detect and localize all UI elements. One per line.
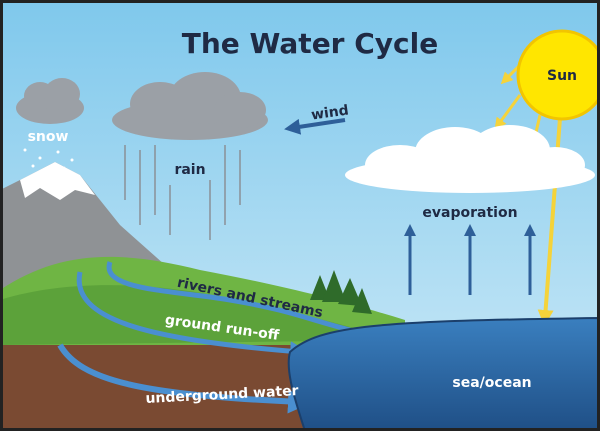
- flake: [32, 165, 35, 168]
- title: The Water Cycle: [182, 27, 438, 60]
- flake: [39, 157, 42, 160]
- page: {"title": "The Water Cycle", "labels": {…: [0, 0, 600, 431]
- snow-label: snow: [28, 129, 69, 145]
- flake: [24, 149, 27, 152]
- cloud-part: [44, 78, 80, 110]
- flake: [71, 159, 74, 162]
- cloud-part: [214, 92, 266, 128]
- sea: [289, 318, 600, 431]
- sea-label: sea/ocean: [452, 375, 531, 391]
- cloud-part: [525, 147, 585, 183]
- flake: [57, 151, 60, 154]
- body: Sun The Water Cycle snow rain wind: [0, 0, 600, 431]
- rain-label: rain: [174, 162, 205, 178]
- sun-label: Sun: [547, 68, 577, 84]
- diagram: Sun The Water Cycle snow rain wind: [0, 0, 600, 431]
- evaporation-label: evaporation: [422, 205, 517, 221]
